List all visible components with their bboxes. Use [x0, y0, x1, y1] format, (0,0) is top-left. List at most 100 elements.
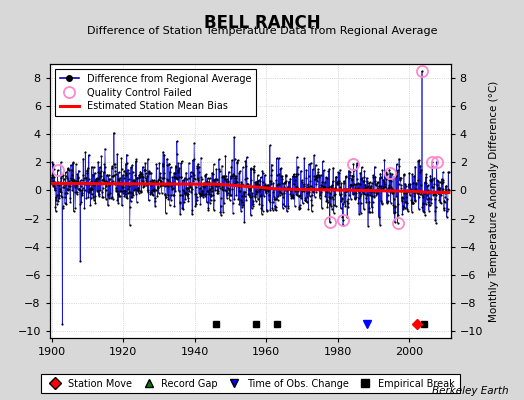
Point: [122, 160, 130, 167]
Point: [152, 178, 161, 185]
Point: [331, 203, 340, 210]
Point: [287, 187, 295, 194]
Point: [428, 159, 436, 165]
Point: [442, 189, 450, 195]
Point: [124, 167, 132, 173]
Point: [140, 183, 148, 190]
Point: [352, 181, 360, 187]
Point: [335, 170, 344, 176]
Point: [423, 183, 432, 189]
Point: [61, 169, 70, 176]
Point: [266, 207, 275, 213]
Point: [187, 188, 195, 195]
Point: [304, 184, 312, 190]
Point: [330, 202, 338, 209]
Point: [406, 188, 414, 194]
Point: [367, 182, 375, 189]
Point: [142, 176, 150, 183]
Point: [434, 190, 442, 196]
Point: [173, 167, 182, 173]
Point: [357, 164, 366, 170]
Point: [116, 180, 125, 186]
Point: [124, 190, 132, 196]
Point: [315, 172, 324, 178]
Point: [204, 186, 213, 193]
Point: [443, 196, 452, 202]
Point: [328, 182, 336, 188]
Point: [209, 176, 217, 183]
Point: [270, 195, 279, 202]
Point: [359, 190, 367, 196]
Point: [207, 183, 215, 189]
Point: [165, 181, 173, 188]
Point: [122, 172, 130, 178]
Point: [313, 172, 322, 178]
Point: [264, 186, 272, 192]
Point: [60, 181, 68, 187]
Point: [107, 165, 116, 171]
Point: [60, 176, 68, 182]
Point: [427, 178, 435, 184]
Point: [146, 191, 155, 197]
Point: [204, 207, 213, 214]
Point: [151, 187, 160, 193]
Point: [385, 177, 394, 184]
Point: [391, 219, 399, 226]
Point: [364, 209, 373, 216]
Point: [341, 203, 350, 210]
Point: [200, 183, 209, 190]
Point: [156, 170, 165, 176]
Point: [339, 222, 347, 228]
Point: [67, 175, 75, 181]
Point: [139, 174, 148, 180]
Point: [100, 169, 108, 175]
Point: [239, 191, 248, 197]
Point: [286, 185, 294, 191]
Point: [257, 210, 266, 217]
Point: [92, 176, 101, 182]
Point: [407, 198, 416, 205]
Point: [281, 172, 290, 178]
Point: [274, 181, 282, 187]
Point: [228, 210, 237, 216]
Point: [235, 201, 244, 208]
Point: [193, 197, 201, 204]
Point: [314, 166, 322, 172]
Point: [62, 201, 70, 207]
Point: [281, 186, 289, 193]
Point: [310, 194, 319, 200]
Point: [189, 157, 197, 163]
Point: [68, 177, 77, 184]
Point: [228, 186, 236, 193]
Point: [87, 178, 95, 184]
Point: [180, 199, 188, 205]
Point: [438, 180, 446, 186]
Point: [425, 202, 434, 209]
Point: [148, 187, 156, 193]
Point: [342, 174, 350, 180]
Point: [430, 196, 439, 202]
Point: [97, 153, 105, 160]
Point: [222, 173, 230, 180]
Point: [214, 188, 223, 194]
Point: [298, 188, 306, 194]
Point: [298, 179, 307, 186]
Point: [132, 156, 140, 162]
Point: [402, 199, 410, 205]
Point: [434, 186, 443, 192]
Point: [374, 186, 382, 192]
Point: [290, 181, 298, 187]
Point: [197, 192, 205, 198]
Point: [51, 208, 60, 214]
Point: [220, 173, 228, 179]
Point: [274, 197, 282, 203]
Point: [266, 178, 275, 184]
Point: [437, 190, 445, 196]
Point: [396, 175, 405, 182]
Point: [358, 188, 366, 195]
Point: [409, 200, 417, 206]
Point: [97, 168, 105, 174]
Point: [74, 185, 82, 192]
Point: [375, 214, 383, 220]
Point: [195, 169, 203, 176]
